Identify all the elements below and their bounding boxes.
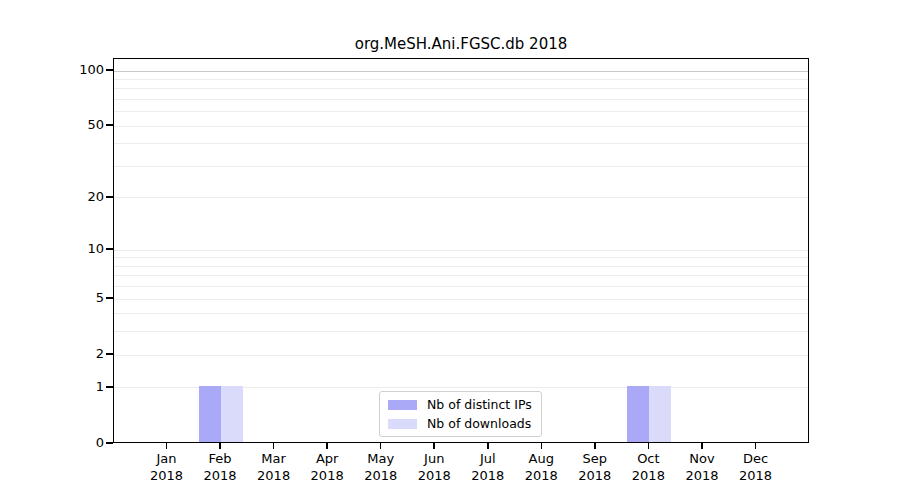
gridline [114,257,808,258]
x-tick-mark [541,443,543,449]
bar-distinct-ips [627,386,649,442]
gridline [114,250,808,251]
gridline [114,266,808,267]
bar-downloads [649,386,671,442]
plot-area [113,58,809,443]
x-tick-mark [326,443,328,449]
y-tick-mark [106,124,113,126]
gridline [114,126,808,127]
gridline [114,166,808,167]
y-tick-mark [106,196,113,198]
gridline [114,313,808,314]
gridline [114,286,808,287]
bar-distinct-ips [199,386,221,442]
gridline [114,331,808,332]
y-tick-mark [106,69,113,71]
y-tick-mark [106,386,113,388]
gridline [114,275,808,276]
y-tick-label: 20 [0,188,104,206]
x-tick-mark [594,443,596,449]
legend-item-distinct-ips: Nb of distinct IPs [388,397,532,412]
gridline [114,79,808,80]
y-tick-mark [106,297,113,299]
bar-downloads [221,386,243,442]
gridline [114,197,808,198]
y-tick-label: 2 [0,345,104,363]
gridline [114,99,808,100]
x-tick-mark [701,443,703,449]
y-tick-label: 100 [0,61,104,79]
y-tick-label: 50 [0,116,104,134]
chart-title: org.MeSH.Ani.FGSC.db 2018 [113,35,809,53]
y-tick-mark [106,442,113,444]
gridline [114,143,808,144]
y-tick-label: 0 [0,434,104,452]
gridline [114,299,808,300]
legend-swatch-downloads [388,419,417,429]
gridline [114,71,808,72]
y-tick-label: 10 [0,240,104,258]
y-tick-mark [106,353,113,355]
y-tick-label: 5 [0,289,104,307]
x-tick-mark [166,443,168,449]
x-tick-mark [433,443,435,449]
y-tick-mark [106,248,113,250]
x-tick-mark [273,443,275,449]
legend-swatch-distinct-ips [388,400,417,410]
x-tick-label-month: Dec [715,450,795,467]
legend-label-distinct-ips: Nb of distinct IPs [427,397,532,412]
gridline [114,111,808,112]
figure: org.MeSH.Ani.FGSC.db 2018 0125102050100 … [0,0,900,500]
gridline [114,355,808,356]
y-tick-label: 1 [0,378,104,396]
legend-label-downloads: Nb of downloads [427,416,531,431]
gridline [114,88,808,89]
legend-item-downloads: Nb of downloads [388,416,532,431]
x-tick-mark [755,443,757,449]
x-tick-mark [380,443,382,449]
x-tick-mark [648,443,650,449]
x-tick-label-year: 2018 [715,467,795,484]
x-tick-mark [219,443,221,449]
legend: Nb of distinct IPs Nb of downloads [379,391,542,437]
x-tick-mark [487,443,489,449]
x-tick-label: Dec2018 [715,450,795,484]
